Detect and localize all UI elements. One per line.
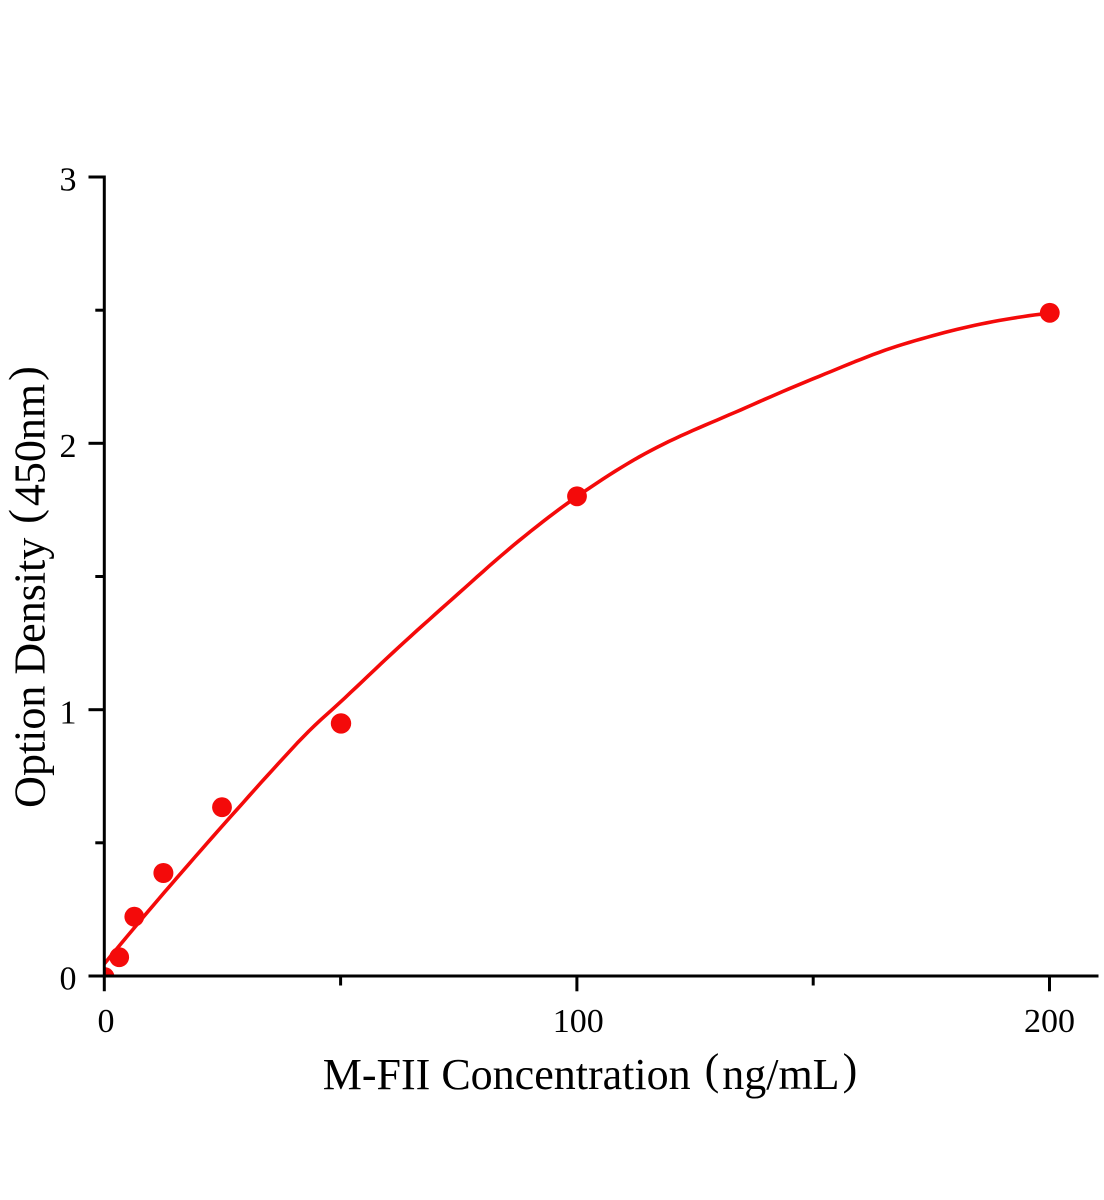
- svg-text:3: 3: [60, 162, 77, 199]
- svg-text:0: 0: [60, 961, 77, 998]
- svg-text:1: 1: [60, 694, 77, 731]
- svg-text:2: 2: [60, 428, 77, 465]
- svg-text:0: 0: [98, 1003, 115, 1040]
- svg-text:M-FII Concentration(ng/mL): M-FII Concentration (ng/mL): [323, 1045, 857, 1099]
- svg-text:200: 200: [1024, 1003, 1075, 1040]
- svg-text:100: 100: [553, 1003, 604, 1040]
- svg-text:Option Density(450nm): Option Density(450nm): [1, 366, 55, 808]
